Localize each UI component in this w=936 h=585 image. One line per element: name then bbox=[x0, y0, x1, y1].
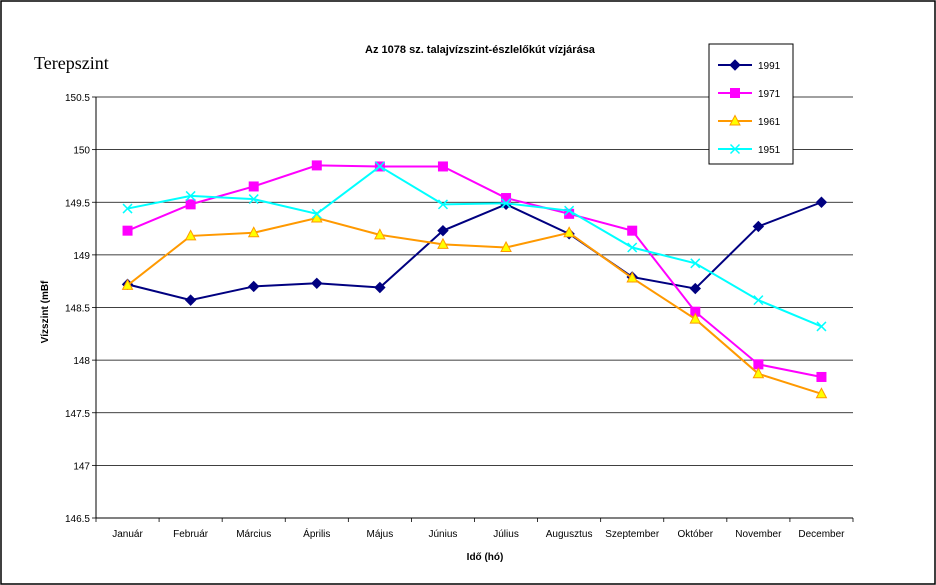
data-point-marker bbox=[437, 237, 449, 249]
data-point-marker bbox=[184, 294, 197, 306]
data-point-marker bbox=[815, 387, 828, 399]
data-point-marker bbox=[311, 208, 322, 219]
data-point-marker bbox=[248, 181, 259, 192]
y-tick-label: 149.5 bbox=[65, 198, 90, 209]
series-line bbox=[127, 165, 822, 328]
chart-title: Az 1078 sz. talajvízszint-észlelőkút víz… bbox=[365, 44, 596, 56]
data-point-marker bbox=[122, 203, 133, 214]
x-tick-label: Január bbox=[112, 529, 143, 540]
data-point-marker bbox=[729, 143, 741, 155]
data-point-marker bbox=[690, 258, 701, 269]
legend-entry: 1961 bbox=[718, 114, 781, 128]
data-point-marker bbox=[627, 225, 638, 236]
x-tick-label: November bbox=[735, 529, 782, 540]
data-point-marker bbox=[816, 371, 827, 382]
legend: 1991 1971 1961 1951 bbox=[708, 43, 794, 165]
x-tick-label: Szeptember bbox=[605, 529, 660, 540]
data-point-marker bbox=[815, 196, 828, 208]
y-tick-label: 147 bbox=[73, 461, 90, 472]
legend-label: 1961 bbox=[758, 117, 781, 128]
series-1951 bbox=[122, 161, 827, 332]
data-point-marker bbox=[185, 190, 196, 201]
data-point-marker bbox=[500, 240, 512, 253]
legend-label: 1951 bbox=[758, 145, 781, 156]
x-tick-label: Október bbox=[678, 529, 714, 540]
x-tick-label: Április bbox=[303, 527, 330, 540]
legend-box bbox=[708, 43, 794, 165]
data-point-marker bbox=[184, 229, 197, 241]
data-point-marker bbox=[627, 242, 638, 253]
data-point-marker bbox=[121, 278, 134, 290]
x-tick-label: Március bbox=[236, 529, 271, 540]
data-point-marker bbox=[563, 226, 575, 238]
data-point-marker bbox=[374, 161, 385, 172]
data-point-marker bbox=[816, 321, 827, 332]
data-point-marker bbox=[689, 312, 702, 324]
legend-label: 1971 bbox=[758, 89, 781, 100]
x-tick-label: Május bbox=[367, 529, 394, 540]
x-tick-label: Február bbox=[173, 529, 209, 540]
y-tick-label: 146.5 bbox=[65, 514, 90, 525]
legend-label: 1991 bbox=[758, 61, 781, 72]
data-point-marker bbox=[185, 199, 196, 210]
x-tick-label: Június bbox=[429, 529, 458, 540]
legend-entry: 1991 bbox=[718, 59, 781, 72]
y-axis-label: Vízszint (mBf bbox=[40, 280, 51, 343]
data-point-marker bbox=[626, 271, 639, 283]
data-point-marker bbox=[564, 205, 575, 216]
x-tick-label: December bbox=[798, 529, 845, 540]
data-point-marker bbox=[501, 198, 512, 209]
y-tick-label: 150.5 bbox=[65, 93, 90, 104]
data-point-marker bbox=[374, 228, 386, 240]
data-point-marker bbox=[122, 225, 133, 236]
y-tick-label: 150 bbox=[73, 146, 90, 157]
data-point-marker bbox=[437, 161, 448, 172]
data-point-marker bbox=[247, 226, 260, 238]
data-point-marker bbox=[753, 295, 764, 306]
data-point-marker bbox=[248, 194, 259, 205]
series-1961 bbox=[121, 211, 828, 399]
data-point-marker bbox=[689, 282, 701, 295]
x-tick-label: Augusztus bbox=[546, 529, 593, 540]
series-line bbox=[127, 201, 822, 302]
x-tick-label: Július bbox=[493, 529, 519, 540]
data-point-marker bbox=[752, 220, 765, 233]
data-point-marker bbox=[437, 224, 449, 237]
terepszint-annotation: Terepszint bbox=[34, 53, 109, 73]
y-tick-label: 147.5 bbox=[65, 409, 90, 420]
data-point-marker bbox=[729, 59, 741, 71]
data-point-marker bbox=[374, 281, 386, 294]
data-point-marker bbox=[729, 114, 741, 126]
series-line bbox=[126, 217, 822, 395]
data-point-marker bbox=[311, 160, 322, 171]
legend-entry: 1971 bbox=[718, 88, 781, 100]
y-tick-label: 149 bbox=[73, 251, 90, 262]
data-point-marker bbox=[248, 280, 260, 293]
data-point-marker bbox=[437, 199, 448, 210]
y-tick-label: 148.5 bbox=[65, 304, 90, 315]
data-point-marker bbox=[311, 277, 323, 289]
y-tick-label: 148 bbox=[73, 356, 90, 367]
series-line bbox=[127, 164, 822, 378]
data-point-marker bbox=[730, 88, 740, 98]
series-1971 bbox=[122, 160, 827, 382]
data-point-marker bbox=[752, 367, 765, 379]
x-axis-label: Idő (hó) bbox=[467, 552, 504, 563]
legend-entry: 1951 bbox=[718, 143, 781, 156]
